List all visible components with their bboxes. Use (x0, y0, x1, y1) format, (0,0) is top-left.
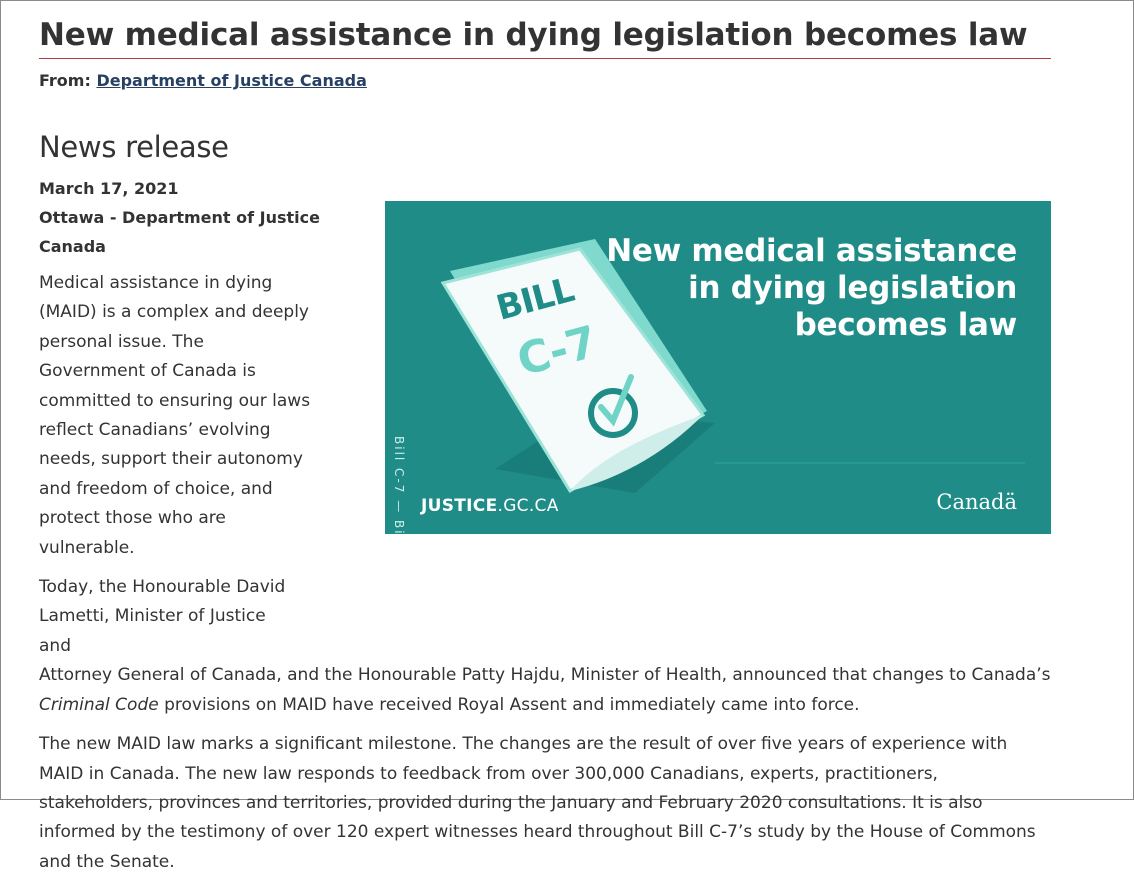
page-title: New medical assistance in dying legislat… (39, 17, 1028, 53)
release-location: Ottawa - Department of Justice Canada (39, 208, 320, 256)
title-divider (39, 58, 1051, 59)
banner-headline-line-1: New medical assistance (606, 233, 1017, 269)
page-content: New medical assistance in dying legislat… (39, 1, 1051, 877)
news-banner-image: Bill C-7 — Bill C-7 — Bill C-7 BILL C-7 … (385, 201, 1051, 534)
banner-headline-line-2: in dying legislation (688, 270, 1017, 306)
section-title: News release (39, 130, 229, 164)
vertical-bill-text: Bill C-7 — Bill C-7 — Bill C-7 (390, 436, 408, 534)
site-bold: JUSTICE (421, 496, 498, 516)
bill-document-illustration (440, 239, 1025, 494)
paragraph-2-part-c: provisions on MAID have received Royal A… (164, 694, 860, 715)
paragraph-2-part-b: Attorney General of Canada, and the Hono… (39, 665, 1051, 686)
from-line: From: Department of Justice Canada (39, 69, 1051, 93)
department-link[interactable]: Department of Justice Canada (96, 71, 367, 90)
banner-headline-line-3: becomes law (794, 307, 1018, 343)
paragraph-1: Medical assistance in dying (MAID) is a … (39, 273, 311, 558)
banner-headline: New medical assistance in dying legislat… (606, 233, 1017, 344)
canada-wordmark-logo: Canadä (936, 490, 1017, 514)
site-rest: .GC.CA (497, 496, 559, 516)
paragraph-2: Today, the Honourable David Lametti, Min… (39, 573, 1051, 720)
paragraph-3: The new MAID law marks a significant mil… (39, 734, 1036, 872)
paragraph-2-part-a: Today, the Honourable David Lametti, Min… (39, 577, 286, 656)
from-label: From: (39, 71, 91, 90)
criminal-code-text: Criminal Code (39, 694, 159, 715)
banner-site-url: JUSTICE.GC.CA (421, 496, 559, 516)
release-date: March 17, 2021 (39, 179, 179, 198)
